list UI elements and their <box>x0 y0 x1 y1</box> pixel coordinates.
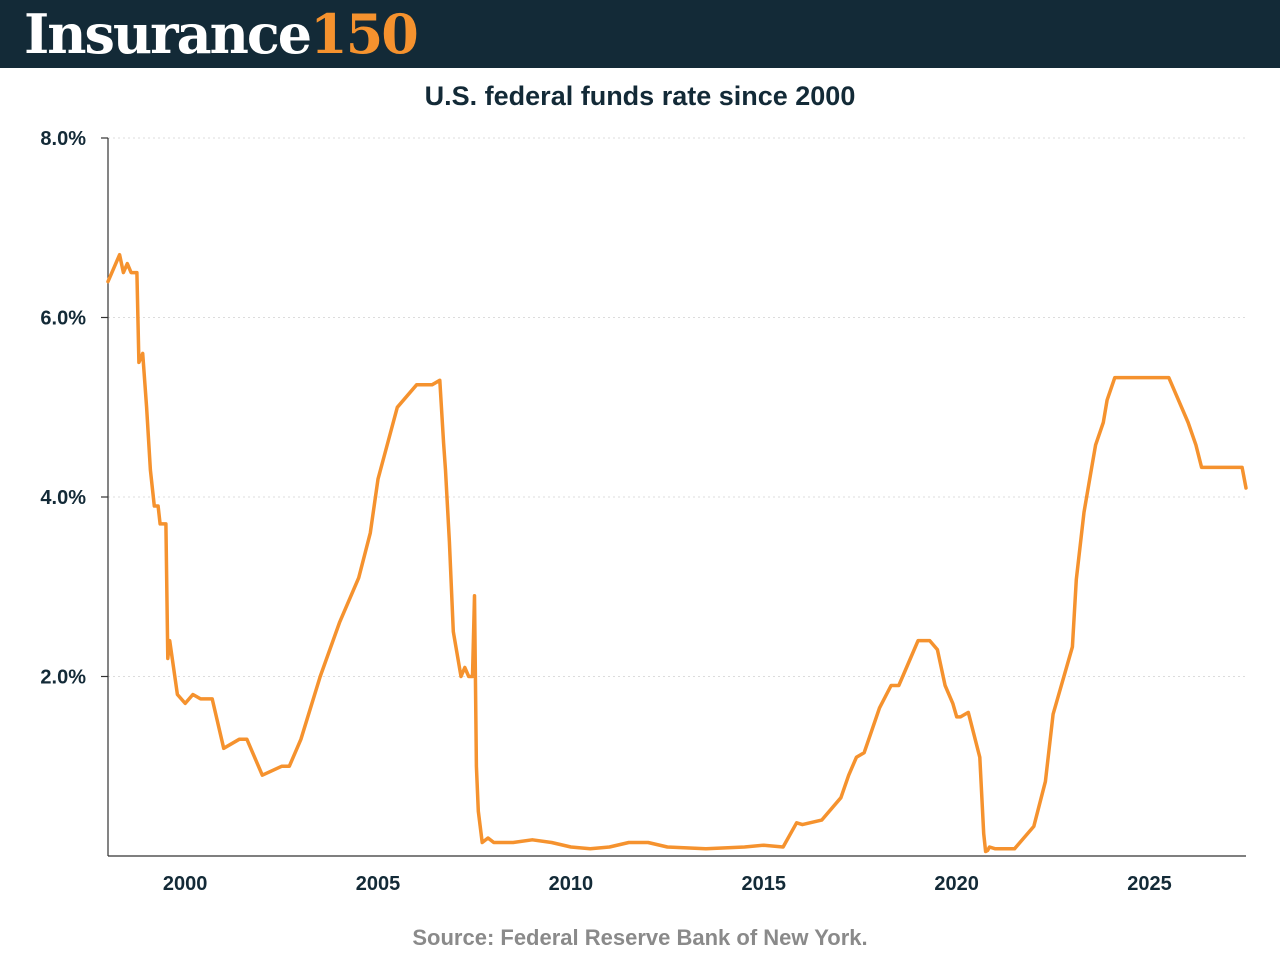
header-bar: Insurance150 <box>0 0 1280 68</box>
brand-logo[interactable]: Insurance150 <box>24 2 419 66</box>
y-tick-label: 2.0% <box>40 667 86 689</box>
source-note: Source: Federal Reserve Bank of New York… <box>412 925 868 950</box>
line-chart: 2.0% 4.0% 6.0% 8.0% 2000 2005 2010 2015 2020 2025 <box>40 128 1248 895</box>
chart-title: U.S. federal funds rate since 2000 <box>424 81 856 111</box>
chart-area: 2.0% 4.0% 6.0% 8.0% 2000 2005 2010 2015 2020 2025 <box>0 120 1280 900</box>
x-tick-label: 2010 <box>549 873 594 895</box>
logo-number: 150 <box>310 2 419 66</box>
logo-word: Insurance <box>24 2 312 66</box>
x-tick-label: 2020 <box>934 873 979 895</box>
x-tick-label: 2005 <box>356 873 401 895</box>
y-tick-label: 6.0% <box>40 308 86 330</box>
x-tick-label: 2015 <box>742 873 787 895</box>
y-tick-label: 8.0% <box>40 128 86 150</box>
x-tick-label: 2025 <box>1127 873 1172 895</box>
y-tick-label: 4.0% <box>40 487 86 509</box>
x-tick-label: 2000 <box>163 873 208 895</box>
rate-series-line <box>106 252 1248 854</box>
